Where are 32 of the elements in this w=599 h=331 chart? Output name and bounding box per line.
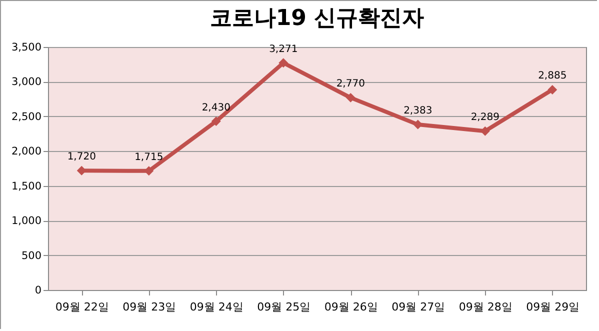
point (76, 166, 86, 176)
point (144, 166, 154, 176)
data-label: 1,720 (67, 152, 96, 163)
data-label: 2,885 (538, 70, 567, 82)
point (211, 116, 221, 126)
x-tick-label: 09월 27일 (392, 300, 446, 314)
y-tick-label: 3,000 (11, 76, 42, 88)
x-tick-label: 09월 23일 (122, 300, 176, 314)
y-tick-label: 500 (21, 250, 42, 262)
y-tick-label: 1,000 (11, 215, 42, 228)
data-label: 3,271 (269, 44, 298, 55)
x-tick-label: 09월 29일 (526, 300, 580, 314)
y-tick-label: 1,500 (11, 180, 42, 192)
x-tick-label: 09월 28일 (458, 300, 512, 314)
chart-title: 코로나19 신규확진자 (210, 6, 424, 31)
y-tick-label: 0 (34, 284, 42, 296)
y-tick-label: 2,500 (11, 110, 42, 123)
data-label: 2,383 (404, 106, 432, 117)
x-tick-label: 09월 25일 (257, 300, 311, 314)
point (346, 92, 356, 102)
y-tick-label: 3,500 (11, 42, 42, 54)
data-label: 1,715 (134, 152, 164, 163)
point (278, 58, 288, 68)
x-tick-label: 09월 22일 (55, 300, 109, 314)
data-label: 2,770 (336, 78, 365, 90)
data-label: 2,430 (202, 102, 230, 114)
y-tick-label: 2,000 (11, 146, 42, 158)
x-tick-label: 09월 24일 (190, 300, 244, 314)
data-label: 2,289 (470, 112, 500, 124)
x-tick-label: 09월 26일 (324, 300, 378, 314)
point (480, 126, 490, 136)
point (548, 84, 558, 94)
